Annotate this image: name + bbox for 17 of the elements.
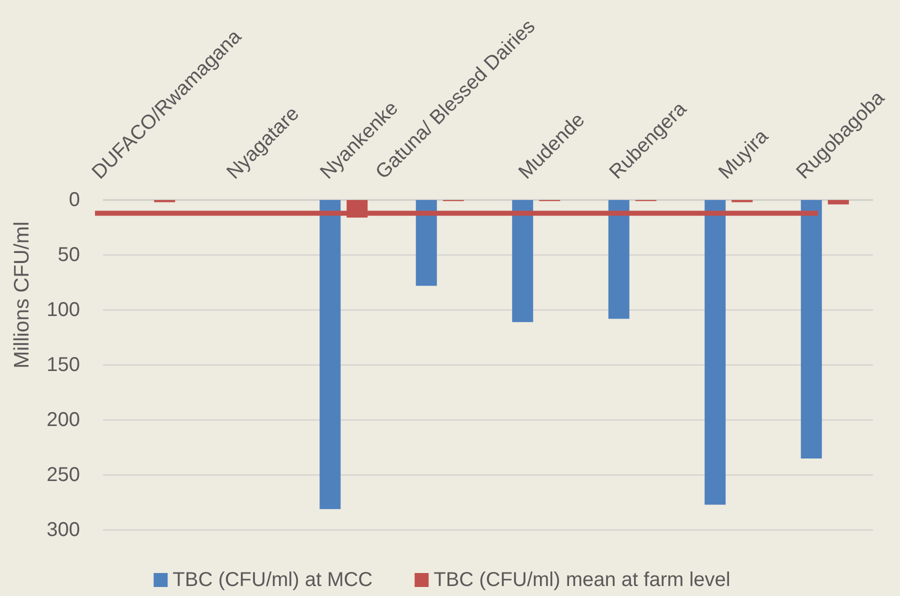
y-tick-label: 150: [46, 354, 80, 376]
y-tick-label: 50: [58, 244, 80, 266]
y-tick-label: 200: [46, 409, 80, 431]
bar: [320, 200, 341, 510]
legend-label: TBC (CFU/ml) at MCC: [172, 569, 373, 591]
y-axis-title: Millions CFU/ml: [10, 222, 34, 368]
bar: [416, 200, 437, 286]
bar: [800, 200, 822, 458]
legend-label: TBC (CFU/ml) mean at farm level: [434, 569, 730, 591]
bar: [704, 200, 726, 505]
y-tick-label: 0: [68, 189, 80, 211]
y-tick-label: 300: [46, 519, 80, 541]
bar: [828, 200, 849, 204]
bar: [608, 200, 630, 319]
y-tick-label: 250: [46, 464, 80, 486]
bar: [512, 200, 534, 322]
y-tick-label: 100: [46, 299, 80, 321]
